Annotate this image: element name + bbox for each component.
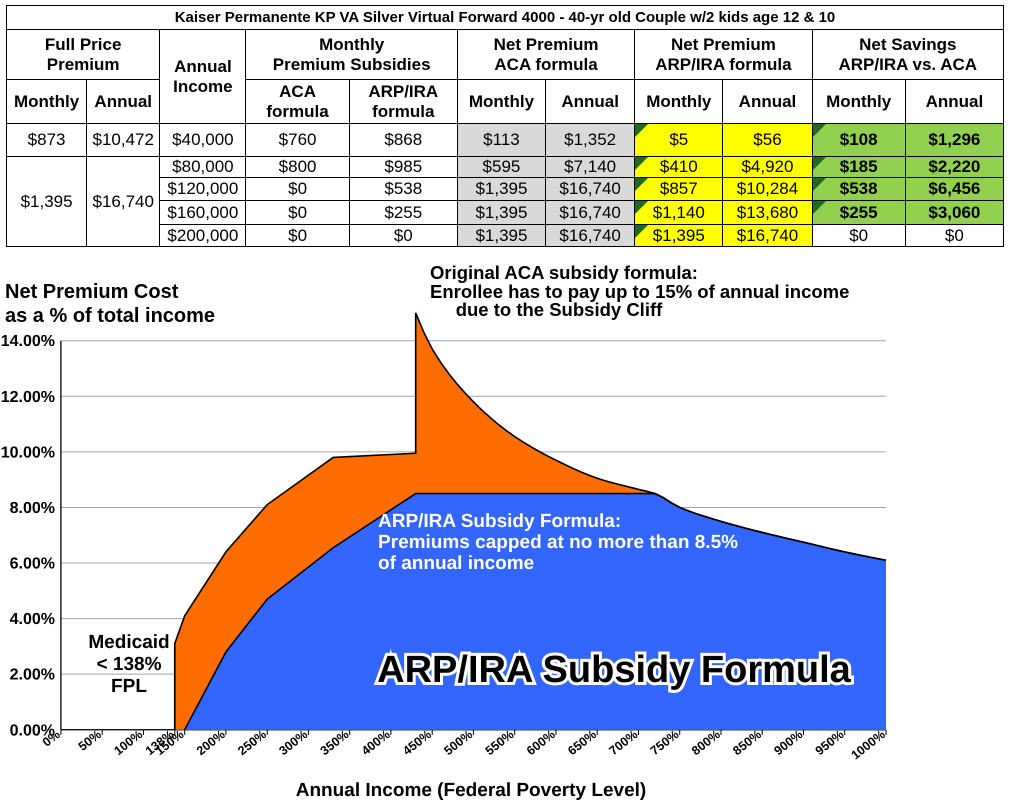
svg-text:850%: 850%: [730, 727, 764, 758]
svg-text:700%: 700%: [607, 727, 641, 758]
svg-text:Medicaid: Medicaid: [88, 632, 169, 653]
svg-text:12.00%: 12.00%: [1, 389, 55, 406]
svg-text:200%: 200%: [194, 727, 228, 758]
svg-text:4.00%: 4.00%: [10, 611, 55, 628]
svg-text:Premiums capped at no more tha: Premiums capped at no more than 8.5%: [378, 532, 738, 553]
svg-text:250%: 250%: [235, 727, 269, 758]
svg-text:750%: 750%: [648, 727, 682, 758]
svg-text:500%: 500%: [441, 727, 475, 758]
svg-text:100%: 100%: [111, 727, 145, 758]
svg-text:50%: 50%: [76, 727, 104, 753]
svg-text:400%: 400%: [359, 727, 393, 758]
svg-text:6.00%: 6.00%: [10, 556, 55, 573]
svg-text:650%: 650%: [565, 727, 599, 758]
svg-text:14.00%: 14.00%: [1, 333, 55, 350]
svg-text:1000%: 1000%: [849, 727, 888, 762]
svg-text:450%: 450%: [400, 727, 434, 758]
svg-text:< 138%: < 138%: [97, 654, 162, 675]
svg-text:800%: 800%: [689, 727, 723, 758]
svg-text:Annual Income (Federal Poverty: Annual Income (Federal Poverty Level): [296, 780, 647, 801]
svg-text:550%: 550%: [483, 727, 517, 758]
svg-text:FPL: FPL: [111, 676, 147, 697]
svg-text:600%: 600%: [524, 727, 558, 758]
svg-text:900%: 900%: [772, 727, 806, 758]
svg-text:300%: 300%: [276, 727, 310, 758]
svg-text:350%: 350%: [318, 727, 352, 758]
svg-text:of annual income: of annual income: [378, 553, 534, 574]
svg-text:ARP/IRA Subsidy Formula: ARP/IRA Subsidy Formula: [377, 649, 852, 691]
svg-text:2.00%: 2.00%: [10, 667, 55, 684]
svg-text:10.00%: 10.00%: [1, 444, 55, 461]
svg-text:950%: 950%: [813, 727, 847, 758]
svg-text:8.00%: 8.00%: [10, 500, 55, 517]
svg-text:ARP/IRA Subsidy Formula:: ARP/IRA Subsidy Formula:: [378, 511, 621, 532]
